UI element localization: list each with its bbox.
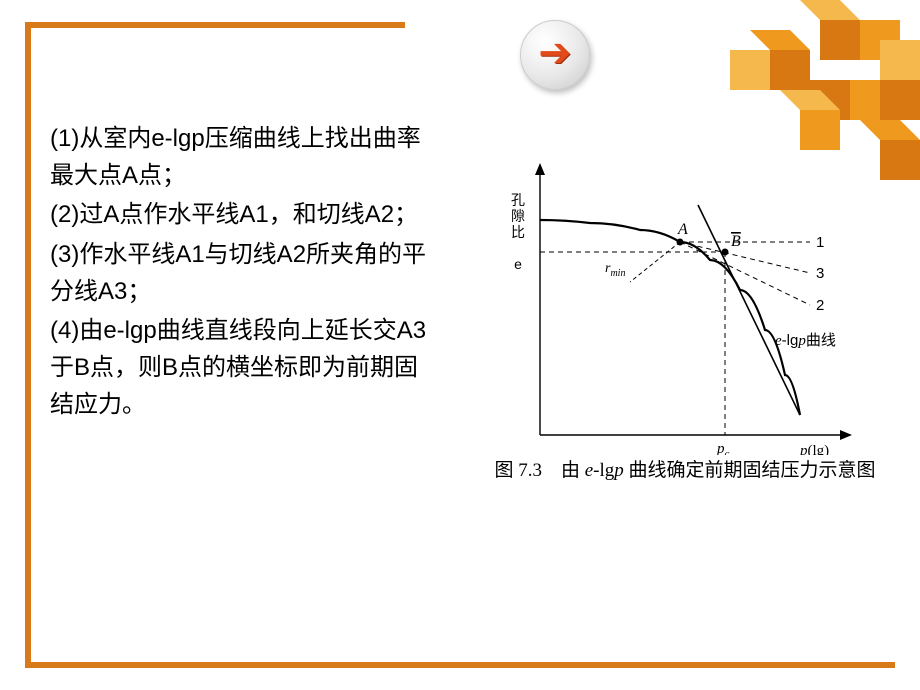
svg-text:2: 2 bbox=[816, 297, 824, 314]
svg-text:e-lgp曲线: e-lgp曲线 bbox=[775, 332, 836, 349]
svg-text:p(lg): p(lg) bbox=[799, 443, 829, 455]
caption-suffix: 曲线确定前期固结压力示意图 bbox=[624, 460, 876, 481]
svg-text:孔隙比 e: 孔隙比 e bbox=[511, 192, 525, 272]
arrow-right-icon: ➔ bbox=[538, 30, 572, 76]
svg-text:1: 1 bbox=[816, 234, 824, 251]
content-text: (1)从室内e-lgp压缩曲线上找出曲率最大点A点； (2)过A点作水平线A1，… bbox=[50, 120, 430, 426]
caption-mid: -lg bbox=[593, 460, 614, 481]
svg-text:rmin: rmin bbox=[605, 261, 625, 279]
arrow-circle: ➔ bbox=[520, 20, 590, 90]
svg-text:B: B bbox=[731, 233, 741, 250]
figure-chart: 孔隙比 e p(lg) pc A B 1 2 3 rmin e-lgp曲线 bbox=[480, 145, 880, 460]
caption-prefix: 图 7.3 由 bbox=[494, 460, 584, 481]
border-bottom bbox=[25, 662, 895, 668]
svg-text:pc: pc bbox=[716, 441, 730, 455]
svg-text:A: A bbox=[677, 221, 688, 238]
border-left bbox=[25, 22, 31, 662]
step-1: (1)从室内e-lgp压缩曲线上找出曲率最大点A点； bbox=[50, 120, 430, 194]
svg-text:3: 3 bbox=[816, 265, 824, 282]
figure-caption: 图 7.3 由 e-lgp 曲线确定前期固结压力示意图 bbox=[475, 455, 895, 482]
caption-p: p bbox=[614, 460, 624, 481]
step-2: (2)过A点作水平线A1，和切线A2； bbox=[50, 196, 430, 233]
next-arrow-button[interactable]: ➔ bbox=[520, 20, 590, 90]
border-top bbox=[25, 22, 405, 28]
step-3: (3)作水平线A1与切线A2所夹角的平分线A3； bbox=[50, 236, 430, 310]
step-4: (4)由e-lgp曲线直线段向上延长交A3于B点，则B点的横坐标即为前期固结应力… bbox=[50, 312, 430, 424]
elogp-chart-svg: 孔隙比 e p(lg) pc A B 1 2 3 rmin e-lgp曲线 bbox=[480, 145, 880, 455]
caption-e: e bbox=[585, 460, 593, 481]
